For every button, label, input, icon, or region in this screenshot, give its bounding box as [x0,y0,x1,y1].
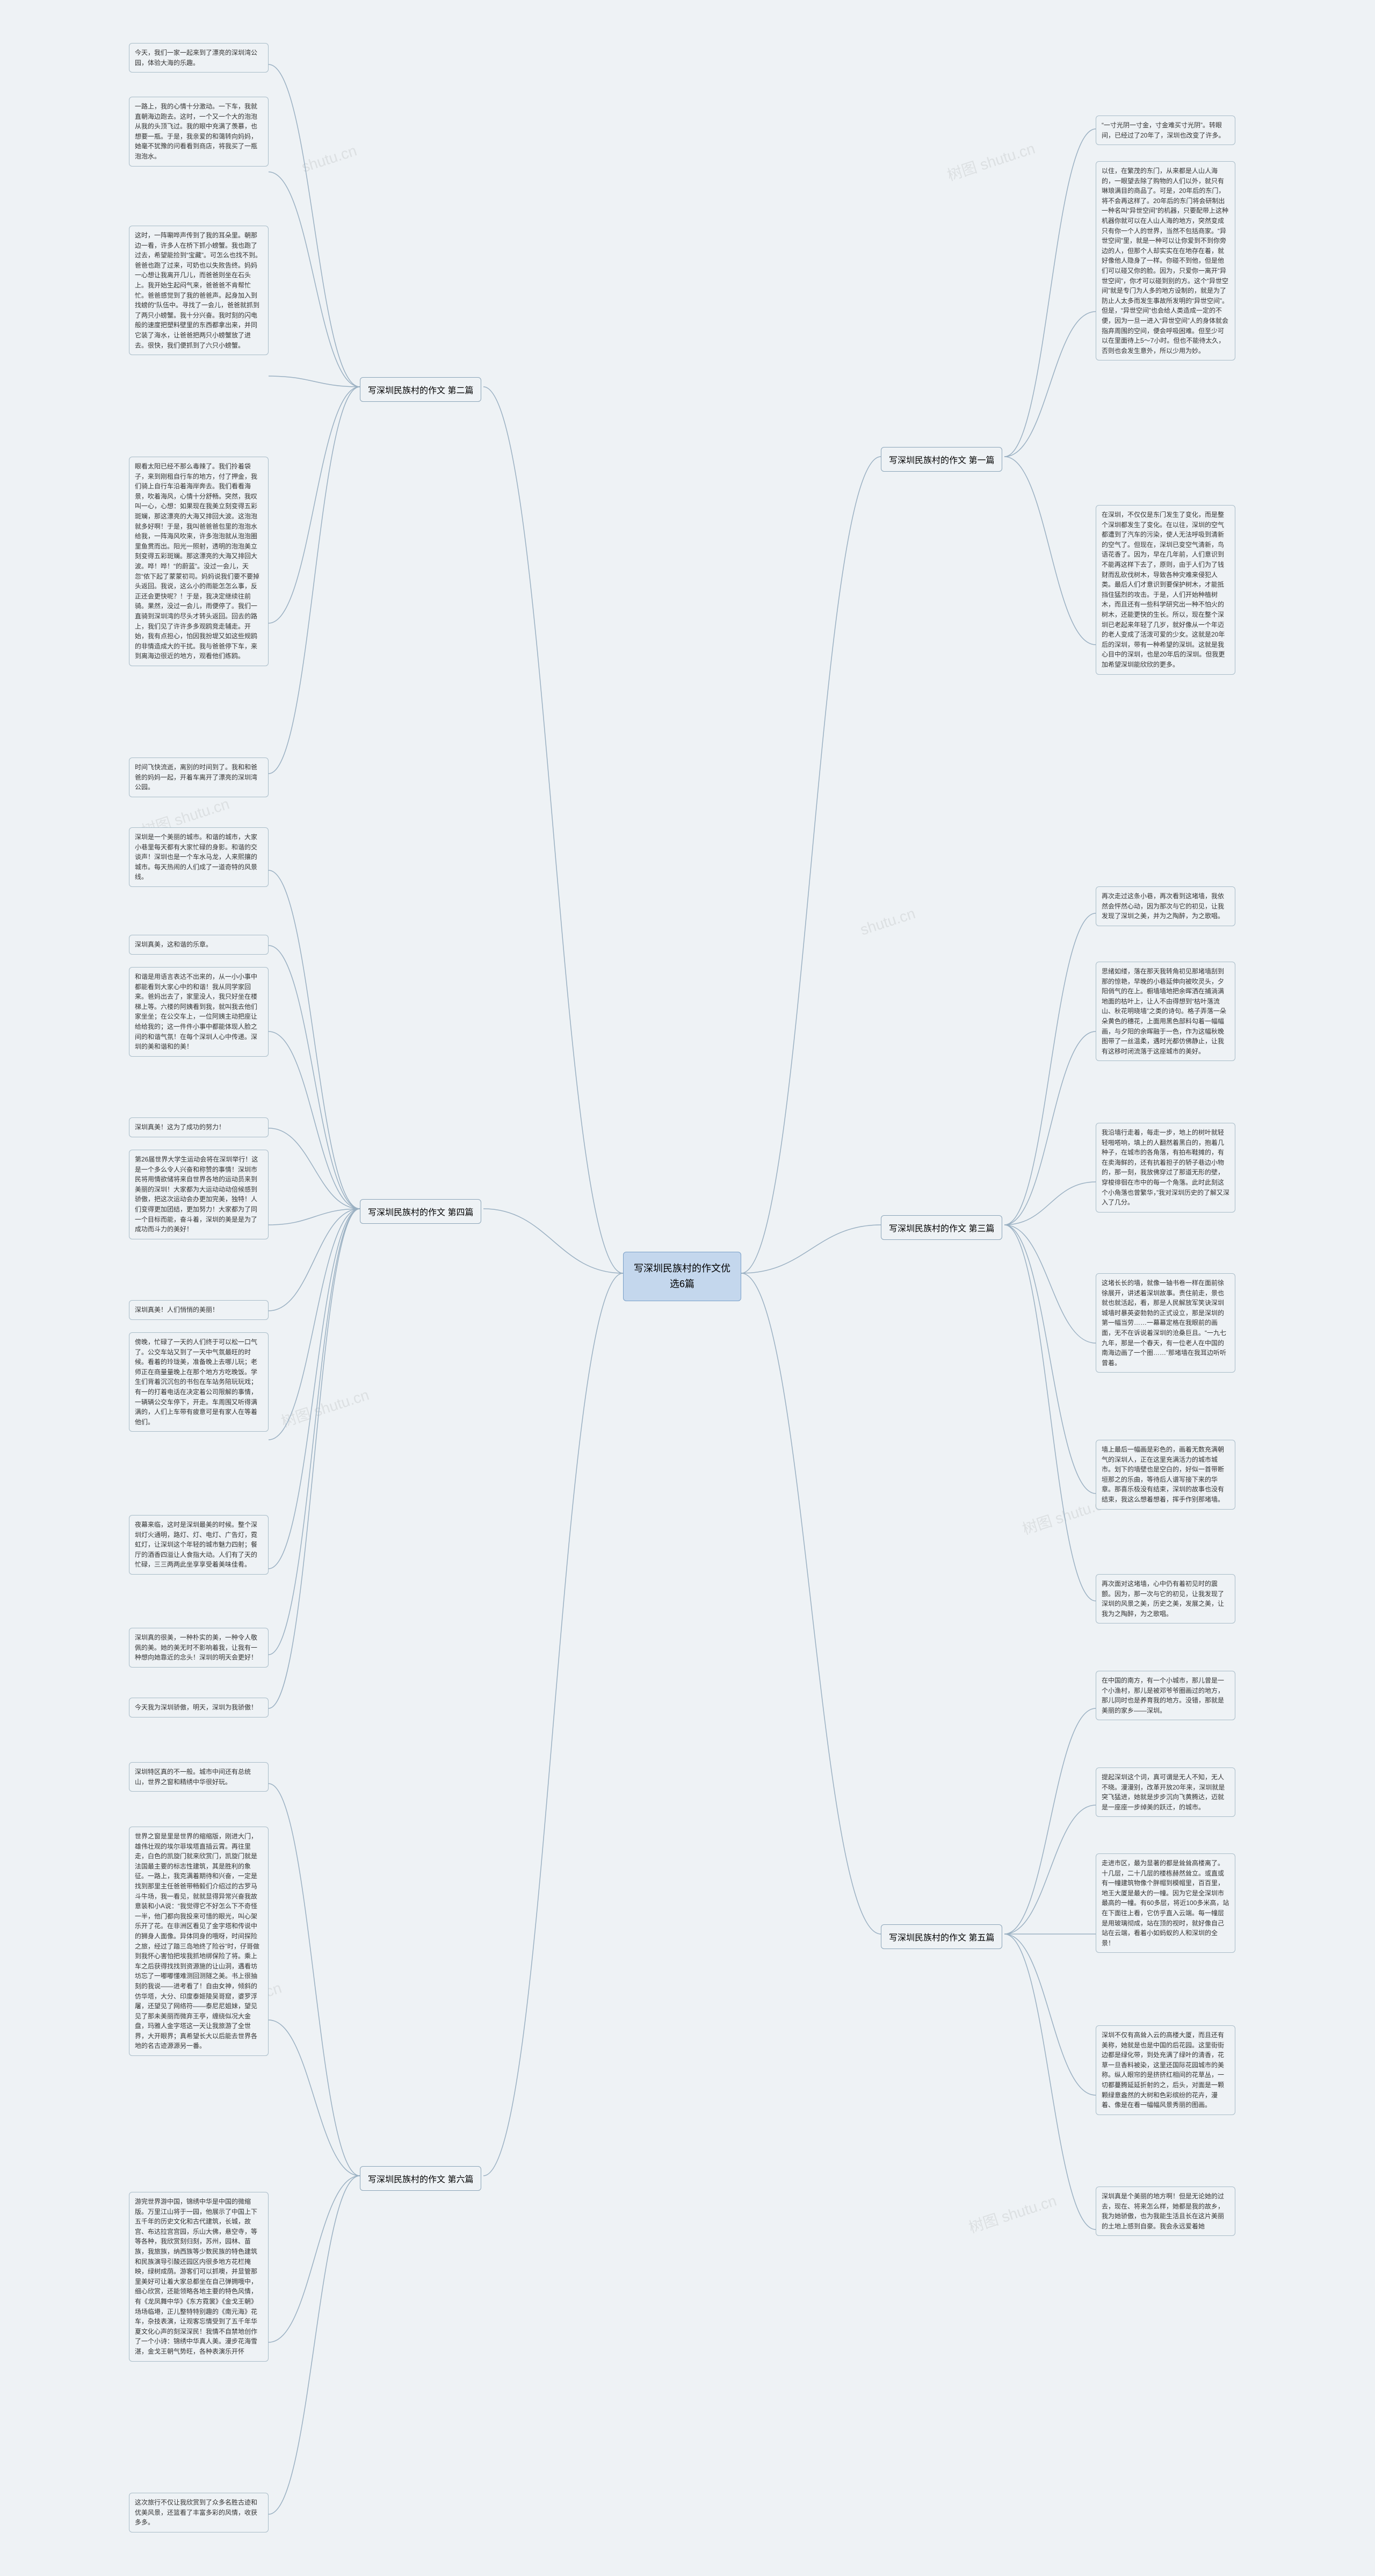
leaf-node: 深圳不仅有高耸入云的高楼大厦，而且还有美称，她就是也是中国的后花园。这里街街边都… [1096,2025,1235,2115]
watermark: shutu.cn [300,142,359,176]
leaf-node: 傍晚，忙碌了一天的人们终于可以松一口气了。公交车站又到了一天中气氛最旺的时候。看… [129,1332,269,1432]
leaf-node: 世界之窗是里是世界的缩缩版，刚进大门，雄伟壮观的埃尔菲埃塔直插云霄。再往里走，白… [129,1827,269,2056]
leaf-node: 再次面对这堵墙，心中仍有着初见时的震颤。因为，那一次与它的初见，让我发现了深圳的… [1096,1574,1235,1623]
mindmap-root: 写深圳民族村的作文优选6篇 [623,1252,741,1301]
leaf-node: 第26届世界大学生运动会将在深圳举行！这是一个多么令人兴奋和称赞的事情！深圳市民… [129,1150,269,1239]
leaf-node: 深圳真美！这为了成功的努力！ [129,1117,269,1137]
leaf-node: 走进市区，最为显著的都是耸耸高楼离了。十几层，二十几层的楼栋赫然耸立。或直或有一… [1096,1853,1235,1953]
leaf-node: 在中国的南方，有一个小城市，那儿曾是一个小渔村，那儿是被邓爷爷圈画过的地方，那儿… [1096,1671,1235,1720]
leaf-node: 一路上，我的心情十分激动。一下车，我就直朝海边跑去。这时，一个又一个大的泡泡从我… [129,97,269,167]
leaf-node: 眼看太阳已经不那么毒辣了。我们拎着袋子，来到刚租自行车的地方，付了押金，我们骑上… [129,457,269,666]
branch-title-2: 写深圳民族村的作文 第二篇 [360,377,481,402]
leaf-node: 今天，我们一家一起来到了漂亮的深圳湾公园，体验大海的乐趣。 [129,43,269,73]
watermark: shutu.cn [858,905,918,939]
watermark: 树图 shutu.cn [966,2189,1059,2238]
leaf-node: 今天我为深圳骄傲，明天，深圳为我骄傲！ [129,1698,269,1718]
leaf-node: 再次走过这条小巷，再次看到这堵墙，我依然会怦然心动，因为那次与它的初见，让我发现… [1096,886,1235,926]
leaf-node: 这堵长长的墙，就像一轴书卷一样在面前徐徐展开，讲述着深圳故事。责住前走，景也就也… [1096,1273,1235,1373]
branch-title-1: 写深圳民族村的作文 第一篇 [881,447,1002,472]
leaf-node: 深圳真美！人们悄悄的美丽！ [129,1300,269,1320]
leaf-node: 和谐是用语言表达不出来的，从一小小事中都能看到大家心中的和谐！我从同学家回来。爸… [129,967,269,1057]
leaf-node: 深圳真美，这和谐的乐章。 [129,935,269,955]
leaf-node: 游完世界游中国，锦绣中华是中国的微缩版。万里江山将于一园，他展示了中国上下五千年… [129,2192,269,2362]
leaf-node: 夜幕来临，这时是深圳最美的时候。整个深圳灯火通明，路灯、灯、电灯、广告灯，霓虹灯… [129,1515,269,1575]
leaf-node: 提起深圳这个词，真可谓是无人不知，无人不晓。漫漫别，改革开放20年来，深圳就是突… [1096,1767,1235,1817]
leaf-node: 这时，一阵唰哗声传到了我的耳朵里。朝那边一看，许多人在桥下抓小螃蟹。我也跑了过去… [129,226,269,355]
leaf-node: 深圳真的很美，一种朴实的美，一种令人敬佩的美。她的美无时不影响着我，让我有一种想… [129,1628,269,1668]
leaf-node: 深圳特区真的不一般。城市中间还有总统山，世界之窗和精绣中华很好玩。 [129,1762,269,1792]
branch-title-3: 写深圳民族村的作文 第三篇 [881,1215,1002,1240]
leaf-node: 在深圳，不仅仅是东门发生了变化，而是整个深圳都发生了变化。在以往，深圳的空气都遭… [1096,505,1235,675]
leaf-node: 这次旅行不仅让我欣赏到了众多名胜古迹和优美风景，还篮看了丰富多彩的风情，收获多多… [129,2493,269,2532]
leaf-node: 我沿墙行走着，每走一步，地上的树叶就轻轻啪嗒响，填上的人翻然着黑白的，抱着几种子… [1096,1123,1235,1213]
branch-title-6: 写深圳民族村的作文 第六篇 [360,2166,481,2191]
branch-title-5: 写深圳民族村的作文 第五篇 [881,1924,1002,1949]
leaf-node: 时间飞快流逝，离别的时间到了。我和和爸爸的妈妈一起，开着车离开了漂亮的深圳湾公园… [129,757,269,797]
leaf-node: 思绪如缕，落在那天我转角初见那堵墙刮到那的惊艳，早晚的小巷延伸向被吹灵头，夕阳俏… [1096,962,1235,1061]
leaf-node: 墙上最后一幅画是彩色的，画着无数充满朝气的深圳人，正在这里充满活力的城市城市。划… [1096,1440,1235,1510]
leaf-node: 深圳真是个美丽的地方啊！但是无论她的过去，现在、将来怎么样，她都是我的故乡，我为… [1096,2187,1235,2236]
leaf-node: “一寸光阴一寸金，寸金难买寸光阴”。转眼间，已经过了20年了，深圳也改变了许多。 [1096,116,1235,145]
leaf-node: 以住，在繁茂的东门，从来都是人山人海的，一眼望去除了购物的人们以外，就只有琳琅满… [1096,161,1235,360]
watermark: 树图 shutu.cn [278,1383,372,1432]
branch-title-4: 写深圳民族村的作文 第四篇 [360,1199,481,1224]
watermark: 树图 shutu.cn [944,137,1038,185]
leaf-node: 深圳是一个美丽的城市。和谐的城市，大家小巷里每天都有大家忙碌的身影。和谐的交谈声… [129,827,269,887]
